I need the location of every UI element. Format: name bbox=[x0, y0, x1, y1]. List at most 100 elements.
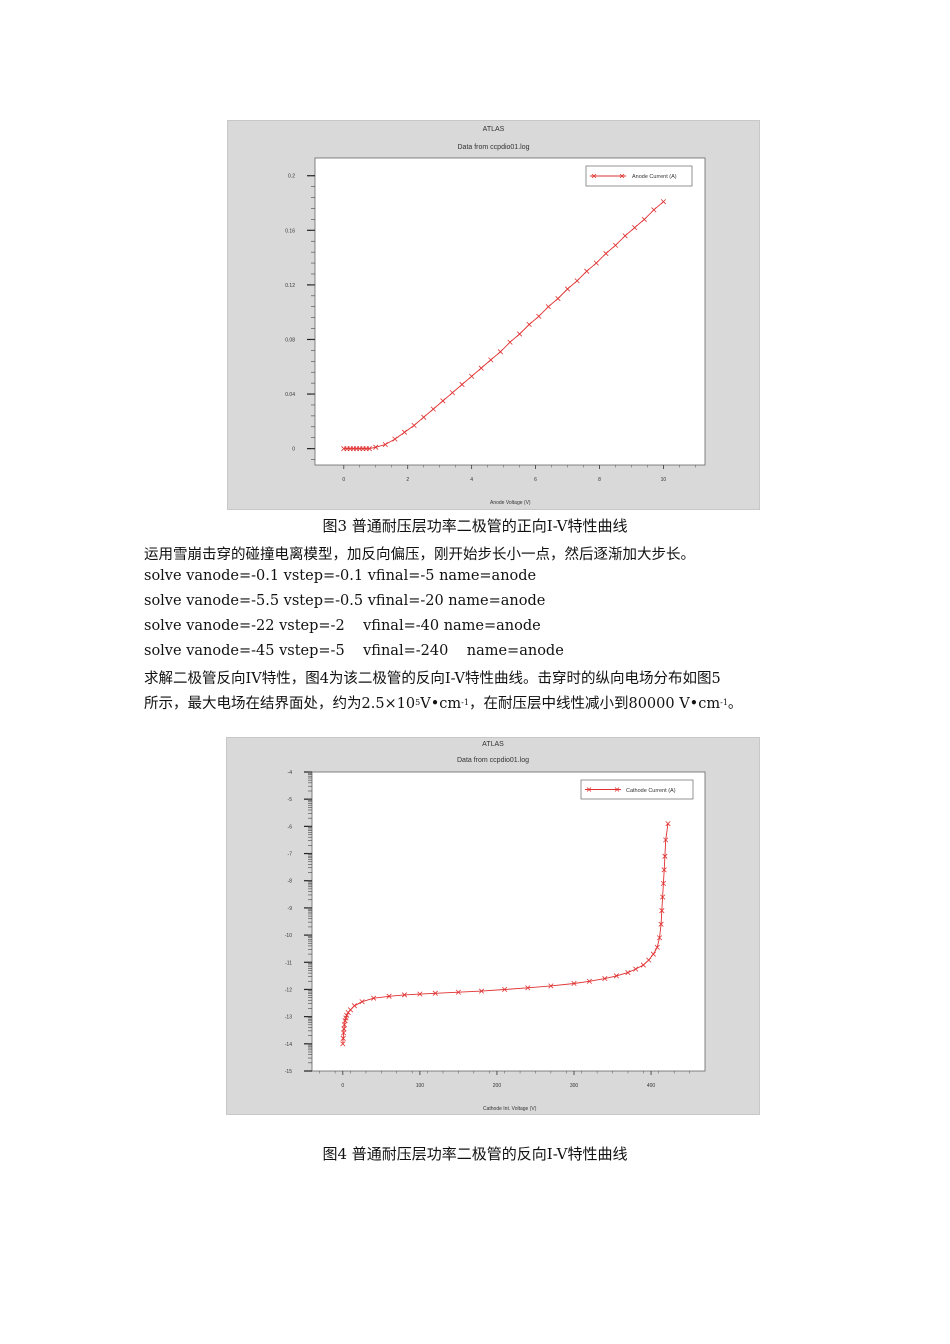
figure3-caption: 图3 普通耐压层功率二极管的正向I-V特性曲线 bbox=[322, 517, 628, 535]
figure3-data-point bbox=[603, 250, 609, 257]
figure3-data-point bbox=[449, 390, 456, 396]
figure4-y-tick-label: -14 bbox=[285, 1042, 292, 1048]
figure4-data-point bbox=[344, 1012, 350, 1018]
figure3-data-point bbox=[526, 321, 532, 328]
figure4-data-point bbox=[646, 957, 652, 963]
solve-command-4: solve vanode=-45 vstep=-5 vfinal=-240 na… bbox=[144, 643, 564, 659]
figure4-data-point bbox=[525, 985, 531, 991]
figure3-y-tick-label: 0.16 bbox=[285, 228, 295, 234]
paragraph-result-1: 求解二极管反向IV特性，图4为该二极管的反向I-V特性曲线。击穿时的纵向电场分布… bbox=[144, 671, 721, 687]
solve-command-3: solve vanode=-22 vstep=-2 vfinal=-40 nam… bbox=[144, 618, 541, 634]
figure3-data-point bbox=[507, 339, 513, 345]
figure3-data-point bbox=[622, 233, 628, 239]
figure3-x-tick-label: 4 bbox=[470, 477, 473, 483]
figure3-series-line bbox=[343, 201, 664, 450]
figure4-y-tick-label: -13 bbox=[285, 1015, 292, 1021]
figure3-data-point bbox=[488, 357, 494, 363]
figure3-data-point bbox=[392, 436, 398, 442]
figure3-x-tick-label: 2 bbox=[406, 477, 409, 483]
figure4-x-tick-label: 300 bbox=[570, 1083, 579, 1089]
figure3-y-tick-label: 0 bbox=[292, 447, 295, 453]
figure3-data-point bbox=[660, 199, 667, 205]
figure3-x-tick-label: 6 bbox=[534, 477, 537, 483]
figure3-data-point bbox=[584, 268, 590, 274]
figure3-x-label: Anode Voltage (V) bbox=[490, 500, 531, 506]
figure3-legend: Anode Current (A) bbox=[585, 165, 693, 187]
figure3-y-tick-label: 0.2 bbox=[288, 174, 295, 180]
figure4-legend-label: Cathode Current (A) bbox=[626, 788, 676, 794]
figure3-data-point bbox=[382, 441, 388, 448]
figure3-x-tick-label: 10 bbox=[661, 477, 667, 483]
figure4-data-point bbox=[571, 980, 577, 987]
para2-text-a: 所示，最大电场在结界面处，约为2.5×10 bbox=[144, 696, 416, 712]
figure4-data-point bbox=[341, 1026, 347, 1032]
figure3-x-tick-label: 8 bbox=[598, 477, 601, 483]
figure3-data-point bbox=[536, 313, 542, 319]
figure4-title: ATLAS bbox=[482, 741, 504, 748]
figure4-data-point bbox=[340, 1035, 346, 1041]
figure4-x-tick-label: 200 bbox=[493, 1083, 502, 1089]
figure3-svg: 0.2 0.16 0.12 0.08 0.04 0 0 2 4 6 8 10 Anode Curre… bbox=[285, 157, 706, 506]
figure3-data-point bbox=[574, 278, 580, 284]
figure4-x-label: Cathode Int. Voltage (V) bbox=[483, 1106, 537, 1112]
figure3-data-point bbox=[545, 304, 551, 310]
figure4-data-point bbox=[359, 999, 365, 1005]
figure4-data-point bbox=[650, 951, 656, 957]
figure4-data-point bbox=[401, 992, 408, 998]
figure4-y-tick-label: -8 bbox=[288, 879, 293, 885]
figure3-y-tick-label: 0.04 bbox=[285, 392, 295, 398]
figure4-legend: Cathode Current (A) bbox=[580, 779, 694, 800]
figure4-data-point bbox=[662, 853, 668, 859]
figure4-data-point bbox=[455, 989, 461, 995]
figure4-data-point bbox=[386, 993, 392, 999]
figure3-data-point bbox=[421, 414, 427, 420]
para2-text-c: ，在耐压层中线性减小到80000 V•cm bbox=[468, 696, 721, 712]
figure4-data-point bbox=[640, 962, 646, 968]
figure3-data-point bbox=[517, 331, 523, 337]
solve-command-1: solve vanode=-0.1 vstep=-0.1 vfinal=-5 n… bbox=[144, 568, 537, 584]
para2-text-d: 。 bbox=[727, 696, 743, 712]
figure3-data-point bbox=[612, 242, 619, 248]
figure3-data-point bbox=[497, 349, 503, 355]
figure4-data-point bbox=[659, 908, 665, 914]
figure4-svg: -4 -5 -6 -7 -8 -9 -10 -11 -12 -13 -14 -15 0 100 200 30… bbox=[285, 770, 706, 1112]
figure4-data-point bbox=[613, 973, 619, 979]
figure4-y-tick-label: -12 bbox=[285, 987, 292, 993]
figure4-data-point bbox=[663, 837, 669, 843]
figure4-x-tick-label: 100 bbox=[416, 1083, 425, 1089]
figure4-data-point bbox=[602, 975, 608, 982]
figure3-x-tick-label: 0 bbox=[342, 477, 345, 483]
figure3-data-point bbox=[555, 295, 561, 302]
figure4-data-point bbox=[661, 867, 667, 873]
figure3-data-point bbox=[401, 429, 408, 435]
figure4-data-point bbox=[660, 880, 666, 887]
para2-sup-3: -1 bbox=[720, 698, 728, 707]
solve-command-2: solve vanode=-5.5 vstep=-0.5 vfinal=-20 … bbox=[144, 593, 546, 609]
figure3-data-point bbox=[373, 444, 379, 450]
figure4-data-point bbox=[341, 1030, 347, 1036]
figure4-data-point bbox=[351, 1003, 357, 1009]
figure4-y-tick-label: -6 bbox=[288, 824, 293, 830]
figure4-data-point bbox=[341, 1022, 347, 1028]
figure4-data-point bbox=[633, 966, 639, 972]
figure3-title: ATLAS bbox=[482, 126, 505, 133]
figure3-legend-label: Anode Current (A) bbox=[632, 174, 677, 180]
figure3-data-point bbox=[366, 446, 372, 452]
figure4-y-tick-label: -4 bbox=[288, 770, 293, 776]
figure4-data-point bbox=[660, 894, 666, 900]
figure4-y-tick-label: -10 bbox=[285, 933, 292, 939]
figure4-data-point bbox=[548, 983, 554, 989]
para2-sup-2: -1 bbox=[461, 698, 469, 707]
figure3-plot-area bbox=[314, 157, 706, 466]
figure4-y-tick-label: -15 bbox=[285, 1069, 292, 1075]
figure4-x-tick-label: 400 bbox=[647, 1083, 656, 1089]
para2-sup-1: 5 bbox=[415, 698, 421, 707]
figure3-subtitle: Data from ccpdio01.log bbox=[457, 144, 530, 151]
figure4-y-tick-label: -5 bbox=[288, 797, 293, 803]
figure3-data-point bbox=[411, 422, 417, 429]
figure3-data-point bbox=[593, 260, 599, 266]
figure4-data-point bbox=[371, 995, 377, 1001]
figure3-data-point bbox=[641, 216, 647, 222]
figure3-plot: ATLAS Data from ccpdio01.log 0.2 0.16 0.12… bbox=[227, 120, 760, 510]
figure4-data-point bbox=[586, 978, 592, 984]
